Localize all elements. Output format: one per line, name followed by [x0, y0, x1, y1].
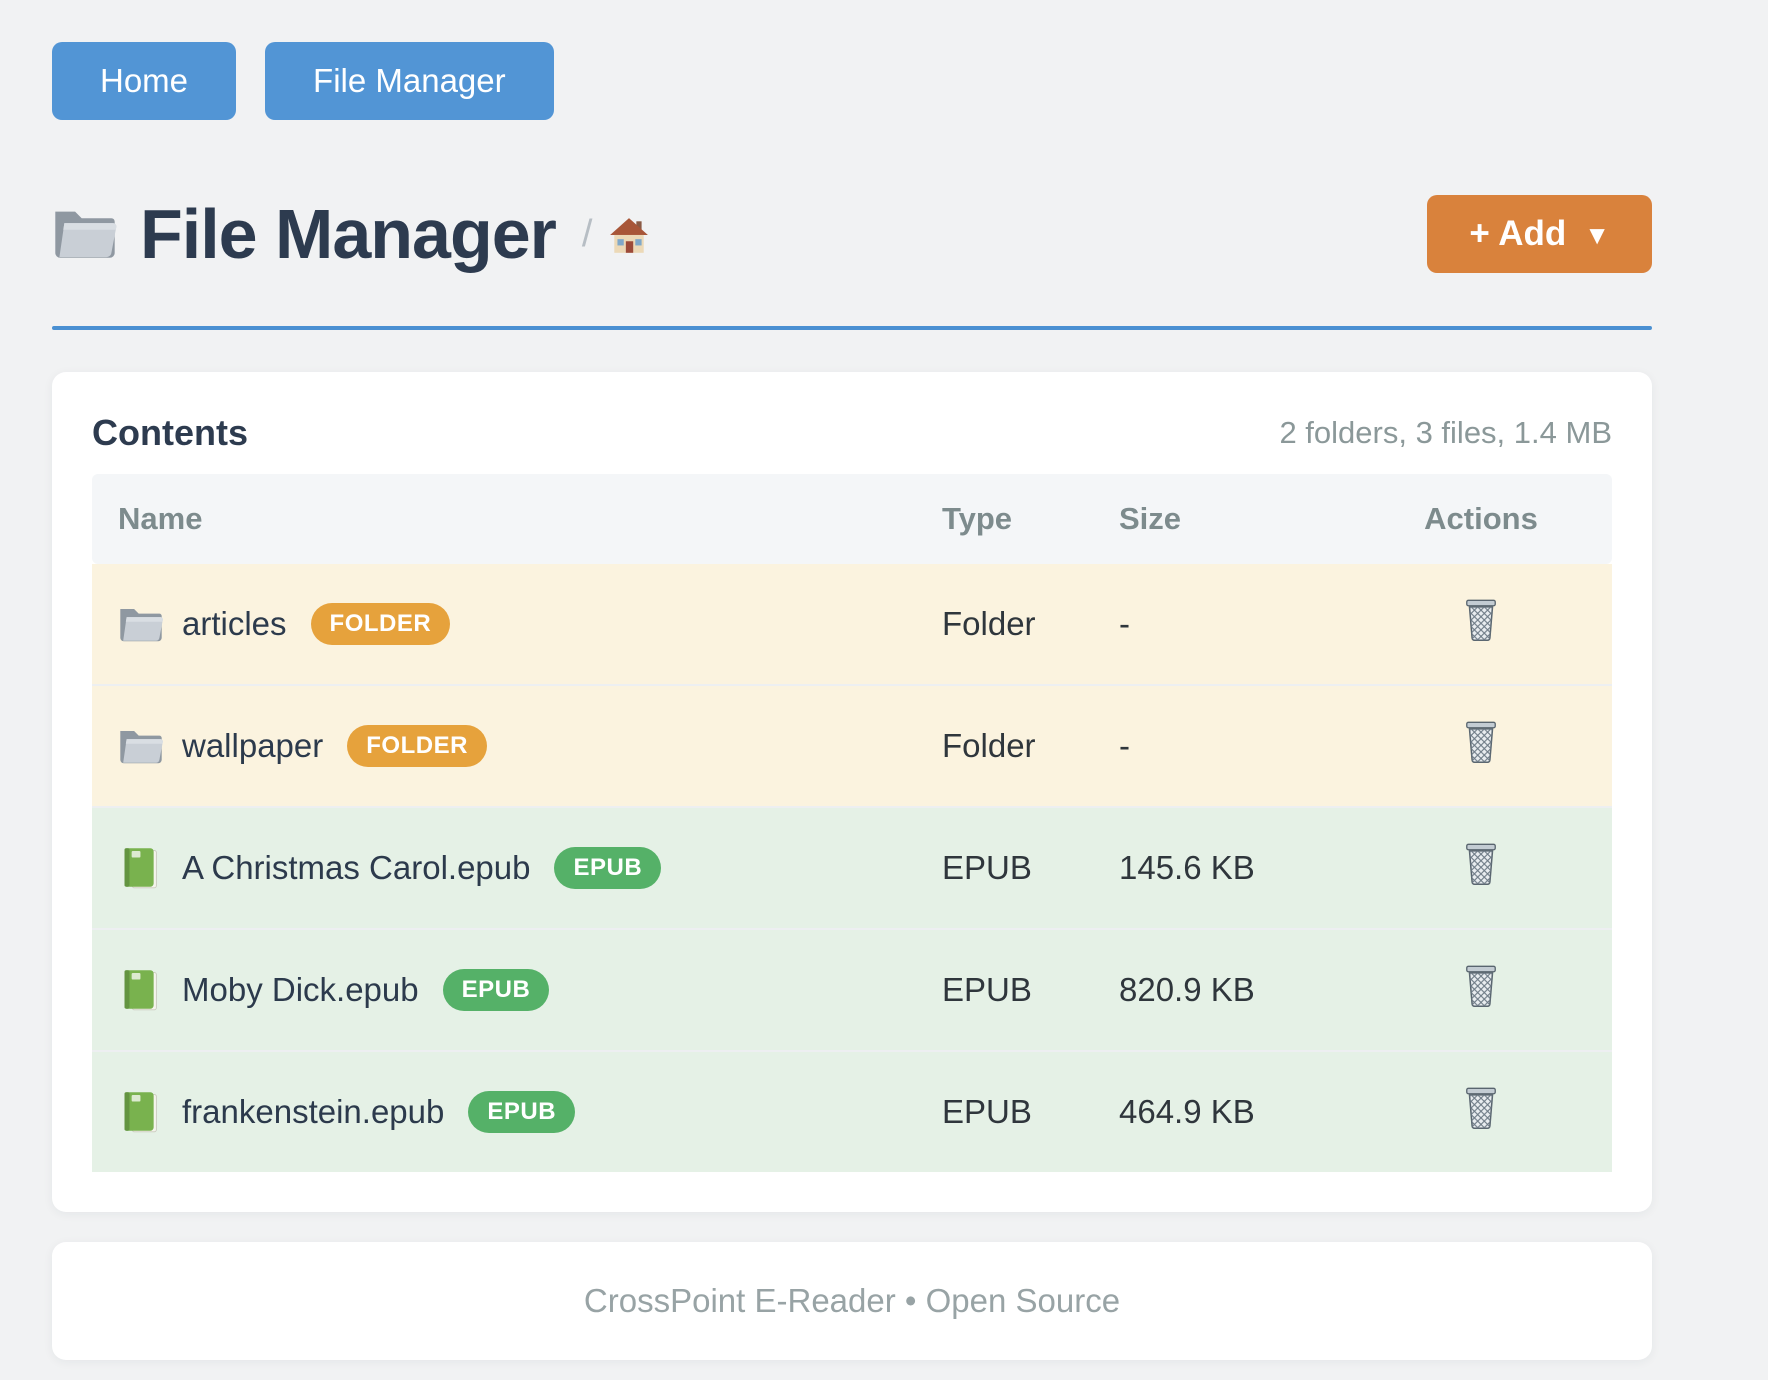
- type-badge: EPUB: [554, 847, 662, 889]
- table-row[interactable]: Moby Dick.epub EPUB EPUB 820.9 KB: [92, 929, 1612, 1051]
- file-type-cell: EPUB: [942, 1051, 1119, 1172]
- row-type: EPUB: [942, 971, 1032, 1008]
- file-type-cell: EPUB: [942, 929, 1119, 1051]
- file-name-cell: articles FOLDER: [92, 602, 942, 646]
- file-name-cell: Moby Dick.epub EPUB: [92, 968, 942, 1012]
- file-type-cell: EPUB: [942, 807, 1119, 929]
- delete-button[interactable]: [1460, 841, 1502, 887]
- row-type: EPUB: [942, 1093, 1032, 1130]
- delete-button[interactable]: [1460, 597, 1502, 643]
- file-name-link[interactable]: Moby Dick.epub: [182, 971, 419, 1008]
- file-size-cell: -: [1119, 685, 1350, 807]
- file-table-body: articles FOLDER Folder -: [92, 564, 1612, 1172]
- file-name-cell: A Christmas Carol.epub EPUB: [92, 846, 942, 890]
- green-book-icon: [118, 846, 164, 890]
- delete-button[interactable]: [1460, 1085, 1502, 1131]
- file-manager-button[interactable]: File Manager: [265, 42, 554, 120]
- folder-icon: [118, 602, 164, 646]
- row-size: -: [1119, 605, 1130, 642]
- table-row[interactable]: A Christmas Carol.epub EPUB EPUB 145.6 K…: [92, 807, 1612, 929]
- add-button[interactable]: + Add ▼: [1427, 195, 1652, 273]
- green-book-icon: [118, 1090, 164, 1134]
- column-header-type: Type: [942, 474, 1119, 564]
- file-name-link[interactable]: frankenstein.epub: [182, 1093, 445, 1130]
- table-row[interactable]: articles FOLDER Folder -: [92, 564, 1612, 685]
- type-badge: FOLDER: [347, 725, 487, 767]
- page-title: File Manager: [140, 195, 557, 273]
- house-icon[interactable]: [608, 215, 650, 257]
- type-badge: FOLDER: [310, 603, 451, 645]
- caret-down-icon: ▼: [1584, 219, 1610, 250]
- folder-icon: [118, 724, 164, 768]
- table-row[interactable]: wallpaper FOLDER Folder -: [92, 685, 1612, 807]
- file-size-cell: 464.9 KB: [1119, 1051, 1350, 1172]
- file-size-cell: -: [1119, 564, 1350, 685]
- contents-heading: Contents: [92, 412, 248, 453]
- title-underline: [52, 326, 1652, 330]
- row-size: 820.9 KB: [1119, 971, 1255, 1008]
- contents-header: Contents 2 folders, 3 files, 1.4 MB: [92, 412, 1612, 454]
- page-container: Home File Manager File Manager /: [52, 0, 1652, 1360]
- home-button[interactable]: Home: [52, 42, 237, 120]
- top-nav: Home File Manager: [52, 0, 1652, 120]
- delete-button[interactable]: [1460, 963, 1502, 1009]
- trash-icon: [1460, 721, 1502, 768]
- footer-card: CrossPoint E-Reader • Open Source: [52, 1242, 1652, 1360]
- breadcrumb-separator: /: [581, 212, 593, 255]
- file-size-cell: 145.6 KB: [1119, 807, 1350, 929]
- footer-text: CrossPoint E-Reader • Open Source: [583, 1282, 1121, 1319]
- open-folder-icon: [52, 205, 118, 263]
- column-header-name: Name: [92, 474, 942, 564]
- file-name-link[interactable]: wallpaper: [182, 727, 324, 764]
- trash-icon: [1460, 843, 1502, 890]
- row-size: -: [1119, 727, 1130, 764]
- file-table-header: Name Type Size Actions: [92, 474, 1612, 564]
- file-name-cell: wallpaper FOLDER: [92, 724, 942, 768]
- file-type-cell: Folder: [942, 564, 1119, 685]
- table-row[interactable]: frankenstein.epub EPUB EPUB 464.9 KB: [92, 1051, 1612, 1172]
- green-book-icon: [118, 968, 164, 1012]
- title-group: File Manager /: [52, 199, 650, 269]
- trash-icon: [1460, 965, 1502, 1012]
- file-name-link[interactable]: A Christmas Carol.epub: [182, 849, 531, 886]
- add-button-label: + Add: [1469, 214, 1567, 253]
- file-name-cell: frankenstein.epub EPUB: [92, 1090, 942, 1134]
- file-name-link[interactable]: articles: [182, 605, 287, 642]
- contents-card: Contents 2 folders, 3 files, 1.4 MB Name…: [52, 372, 1652, 1212]
- file-type-cell: Folder: [942, 685, 1119, 807]
- trash-icon: [1460, 1087, 1502, 1134]
- column-header-actions: Actions: [1350, 474, 1612, 564]
- column-header-size: Size: [1119, 474, 1350, 564]
- type-badge: EPUB: [468, 1091, 576, 1133]
- file-size-cell: 820.9 KB: [1119, 929, 1350, 1051]
- trash-icon: [1460, 599, 1502, 646]
- row-type: EPUB: [942, 849, 1032, 886]
- row-type: Folder: [942, 605, 1036, 642]
- delete-button[interactable]: [1460, 719, 1502, 765]
- contents-summary: 2 folders, 3 files, 1.4 MB: [1279, 415, 1612, 450]
- page-header: File Manager / + Add ▼: [52, 186, 1652, 282]
- type-badge: EPUB: [442, 969, 550, 1011]
- row-size: 145.6 KB: [1119, 849, 1255, 886]
- row-size: 464.9 KB: [1119, 1093, 1255, 1130]
- file-table: Name Type Size Actions articles: [92, 474, 1612, 1172]
- row-type: Folder: [942, 727, 1036, 764]
